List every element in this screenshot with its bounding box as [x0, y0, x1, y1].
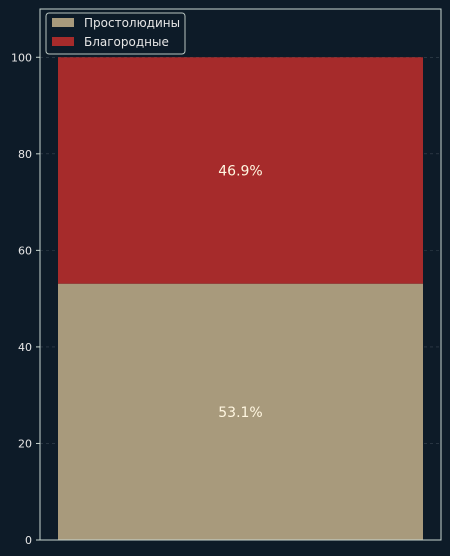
- y-tick-label: 20: [18, 437, 32, 450]
- bar-segment-commoners: [58, 283, 423, 540]
- legend: Простолюдины Благородные: [45, 12, 186, 55]
- legend-label-commoners: Простолюдины: [84, 16, 180, 30]
- legend-box: [45, 12, 186, 55]
- y-tick-label: 100: [11, 51, 32, 64]
- bar-segment-nobles: [58, 57, 423, 284]
- y-tick-label: 40: [18, 341, 32, 354]
- data-label-nobles: 46.9%: [218, 163, 262, 179]
- data-label-commoners: 53.1%: [218, 405, 262, 421]
- legend-swatch-nobles: [52, 37, 74, 46]
- legend-label-nobles: Благородные: [84, 35, 169, 49]
- y-tick-label: 60: [18, 244, 32, 257]
- y-tick-label: 0: [25, 534, 32, 547]
- y-axis: 0 20 40 60 80 100: [11, 51, 40, 547]
- legend-swatch-commoners: [52, 18, 74, 27]
- data-labels: 53.1% 46.9%: [218, 163, 262, 420]
- bars: [58, 57, 423, 540]
- plot-frame: [39, 8, 442, 541]
- y-tick-label: 80: [18, 148, 32, 161]
